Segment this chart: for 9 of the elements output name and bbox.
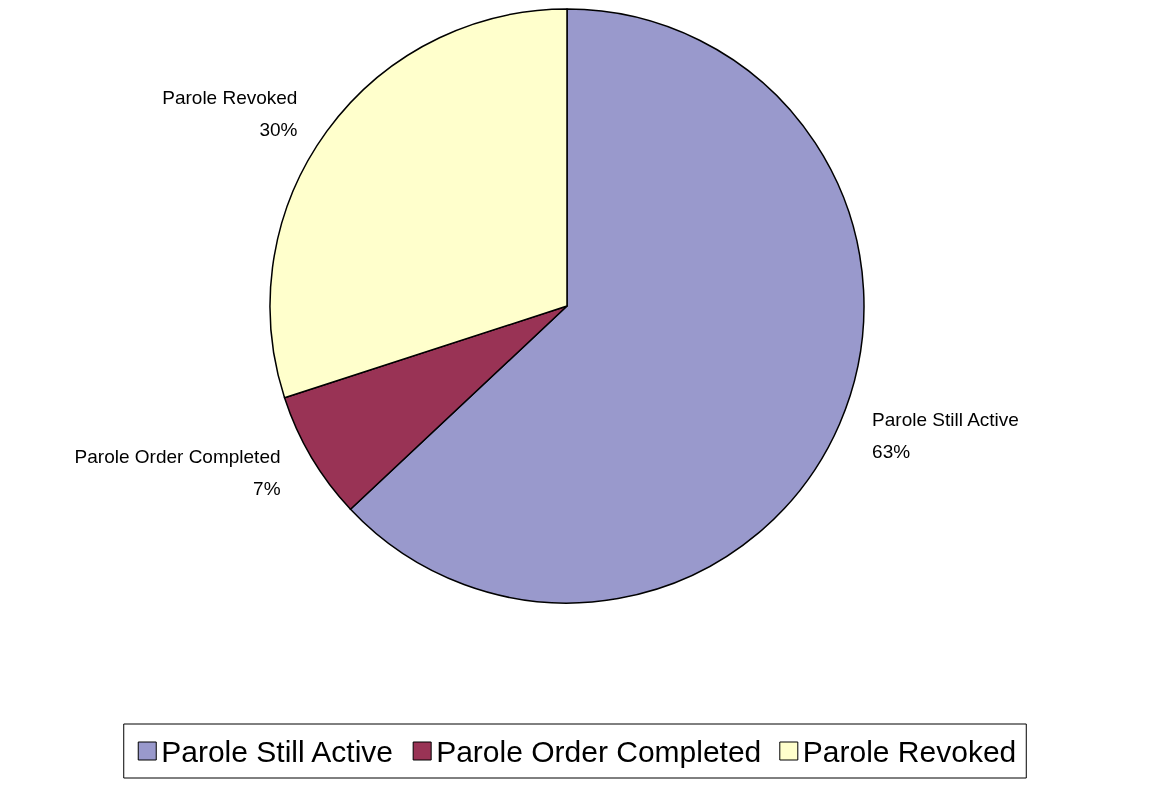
data-label: 63% [872,441,911,463]
slice-label: Parole Still Active [872,409,1019,431]
legend-label: Parole Still Active [161,734,394,768]
slice-label: Parole Revoked [162,87,298,109]
slice-label: Parole Order Completed [74,445,281,467]
legend-label: Parole Order Completed [436,734,762,768]
legend-label: Parole Revoked [802,734,1017,768]
data-label: 30% [259,119,298,141]
data-label: 7% [253,477,281,499]
